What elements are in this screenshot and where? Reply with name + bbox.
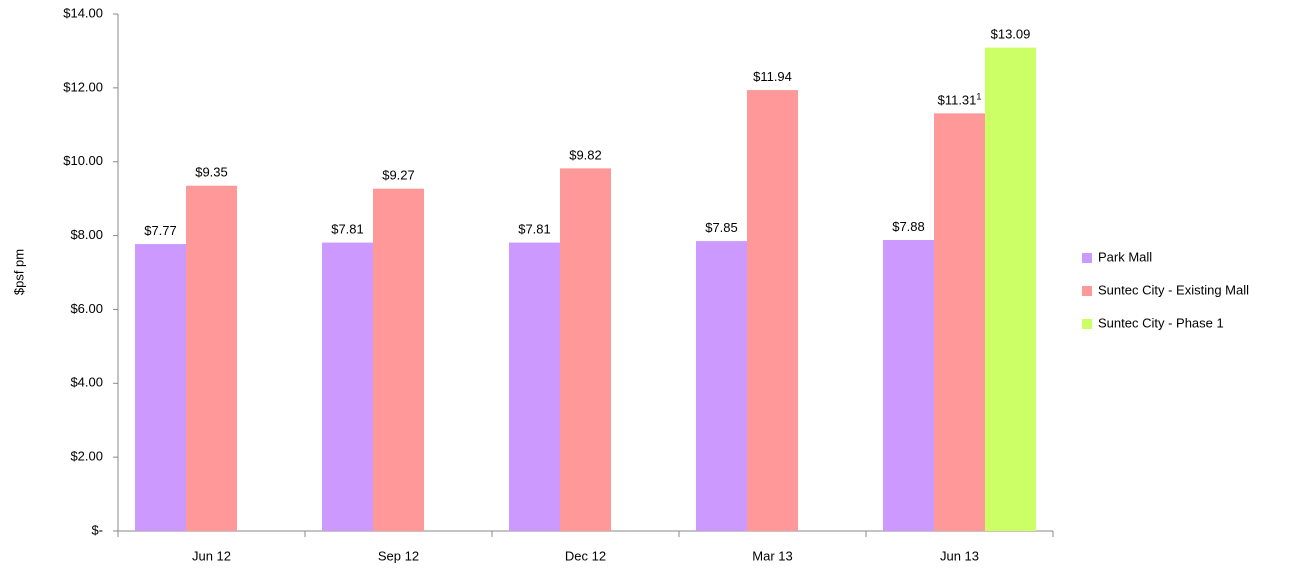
value-label: $7.81: [518, 222, 551, 237]
legend-swatch: [1082, 286, 1092, 296]
value-label-text: $7.81: [518, 222, 551, 237]
value-label-text: $9.82: [569, 148, 602, 163]
value-label-text: $9.35: [195, 165, 228, 180]
y-tick-label: $8.00: [70, 227, 103, 242]
y-tick-label: $10.00: [63, 153, 103, 168]
value-label: $9.35: [195, 165, 228, 180]
x-tick-label: Sep 12: [378, 548, 419, 563]
y-axis-label: $psf pm: [11, 249, 26, 295]
value-label-text: $13.09: [991, 27, 1031, 42]
value-label: $9.27: [382, 168, 415, 183]
bar: [934, 113, 985, 531]
legend-swatch: [1082, 253, 1092, 263]
value-label-text: $11.31: [938, 93, 977, 108]
value-label-text: $7.88: [892, 219, 925, 234]
value-label-text: $7.85: [705, 221, 738, 236]
value-label: $7.88: [892, 219, 925, 234]
x-tick-label: Mar 13: [752, 548, 792, 563]
value-label: $7.85: [705, 221, 738, 236]
bar: [985, 47, 1036, 531]
y-tick-label: $6.00: [70, 301, 103, 316]
value-label-note: 1: [976, 92, 981, 102]
bar: [373, 188, 424, 531]
y-tick-label: $14.00: [63, 5, 103, 20]
bar: [883, 240, 934, 531]
bar: [560, 168, 611, 531]
x-tick-label: Jun 13: [940, 548, 979, 563]
value-label-text: $7.81: [331, 222, 364, 237]
legend-swatch: [1082, 319, 1092, 329]
value-label: $11.94: [753, 70, 792, 85]
y-tick-label: $4.00: [70, 375, 103, 390]
y-tick-label: $2.00: [70, 449, 103, 464]
x-tick-label: Dec 12: [565, 548, 606, 563]
value-label-text: $11.94: [753, 70, 792, 85]
legend-label: Suntec City - Existing Mall: [1098, 282, 1249, 297]
y-tick-label: $12.00: [63, 79, 103, 94]
bar: [696, 241, 747, 531]
legend-label: Park Mall: [1098, 249, 1152, 264]
bar: [509, 242, 560, 531]
value-label: $13.09: [991, 27, 1031, 42]
value-label: $7.81: [331, 222, 364, 237]
bar: [186, 185, 237, 532]
value-label: $7.77: [144, 224, 177, 239]
value-label-text: $7.77: [144, 224, 177, 239]
value-label: $11.311: [938, 92, 982, 108]
legend-label: Suntec City - Phase 1: [1098, 315, 1224, 330]
y-tick-label: $-: [91, 522, 103, 537]
value-label-text: $9.27: [382, 168, 415, 183]
bar: [322, 242, 373, 531]
bar: [747, 90, 798, 531]
x-tick-label: Jun 12: [192, 548, 231, 563]
value-label: $9.82: [569, 148, 602, 163]
bar: [135, 244, 186, 531]
